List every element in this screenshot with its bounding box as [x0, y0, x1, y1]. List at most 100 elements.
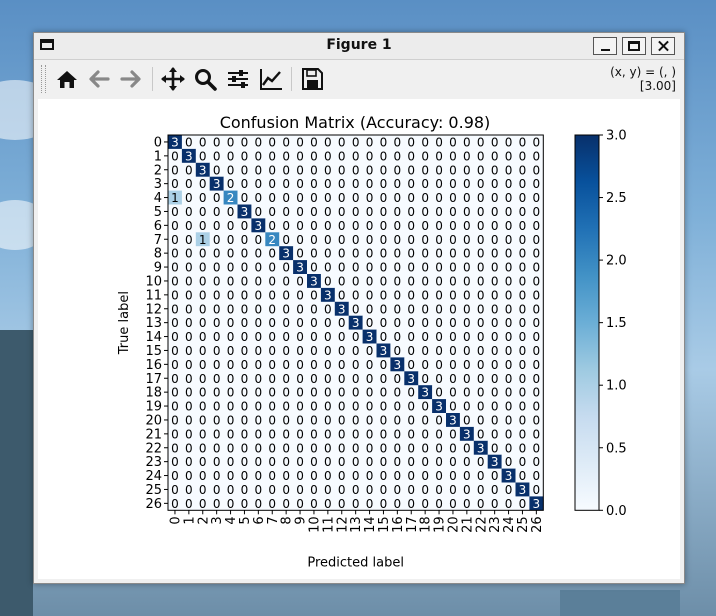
heatmap-cell	[459, 496, 475, 511]
heatmap-cell	[362, 246, 377, 261]
heatmap-cell-label: 0	[533, 455, 541, 469]
heatmap-cell-label: 0	[463, 358, 471, 372]
heatmap-cell-label: 0	[533, 163, 541, 177]
heatmap-cell	[529, 135, 544, 150]
heatmap-cell-label: 0	[463, 455, 471, 469]
heatmap-cell	[223, 454, 238, 469]
heatmap-cell-label: 0	[199, 427, 207, 441]
colorbar	[574, 134, 600, 511]
heatmap-cell-label: 0	[227, 483, 235, 497]
configure-subplots-button[interactable]	[224, 65, 252, 93]
heatmap-cell	[529, 148, 544, 164]
heatmap-cell-label: 0	[477, 358, 485, 372]
heatmap-cell-label: 0	[199, 219, 207, 233]
heatmap-cell	[529, 246, 544, 261]
y-tick-label: 23	[145, 455, 162, 470]
heatmap-cell-label: 0	[213, 372, 221, 386]
heatmap-cell-label: 0	[241, 177, 249, 191]
heatmap-cell-label: 0	[519, 233, 527, 247]
toolbar-grip[interactable]	[41, 65, 46, 93]
heatmap-cell	[446, 162, 461, 177]
heatmap-cell-label: 0	[463, 163, 471, 177]
heatmap-cell	[209, 496, 224, 511]
heatmap-cell	[390, 329, 405, 344]
heatmap-cell-label: 0	[241, 219, 249, 233]
heatmap-cell-label: 0	[449, 177, 457, 191]
heatmap-cell-label: 0	[477, 330, 485, 344]
heatmap-cell-label: 0	[533, 386, 541, 400]
zoom-icon	[195, 69, 217, 91]
heatmap-cell	[251, 315, 266, 330]
heatmap-cell	[279, 357, 294, 372]
heatmap-cell	[251, 162, 266, 177]
heatmap-cell	[473, 440, 488, 455]
heatmap-cell-label: 0	[268, 413, 276, 427]
pan-button[interactable]	[159, 65, 187, 93]
heatmap-cell-label: 0	[296, 149, 304, 163]
heatmap-cell	[459, 190, 475, 205]
heatmap-cell-label: 3	[519, 483, 527, 497]
heatmap-cell-label: 3	[449, 413, 457, 427]
title-bar[interactable]: Figure 1	[34, 33, 684, 60]
heatmap-cell	[529, 287, 544, 303]
heatmap-cell	[293, 329, 308, 344]
heatmap-cell-label: 0	[310, 483, 318, 497]
close-button[interactable]	[651, 37, 675, 55]
heatmap-cell-label: 0	[296, 497, 304, 511]
heatmap-cell-label: 0	[477, 191, 485, 205]
zoom-button[interactable]	[191, 65, 219, 93]
heatmap-cell-label: 0	[380, 386, 388, 400]
heatmap-cell-label: 0	[199, 497, 207, 511]
heatmap-cell	[237, 413, 252, 428]
heatmap-cell-label: 0	[324, 205, 332, 219]
heatmap-cell-label: 0	[227, 372, 235, 386]
heatmap-cell-label: 0	[255, 191, 263, 205]
heatmap-cell	[348, 329, 363, 344]
heatmap-cell	[362, 357, 377, 372]
heatmap-cell	[279, 440, 294, 455]
heatmap-cell-label: 0	[213, 483, 221, 497]
minimize-button[interactable]	[593, 37, 617, 55]
heatmap-cell	[334, 371, 349, 386]
heatmap-cell-label: 0	[241, 191, 249, 205]
heatmap-cell	[529, 482, 544, 497]
heatmap-cell	[376, 135, 391, 150]
heatmap-cell	[529, 260, 544, 275]
heatmap-cell-label: 0	[463, 191, 471, 205]
heatmap-cell-label: 0	[296, 316, 304, 330]
maximize-button[interactable]	[622, 37, 646, 55]
heatmap-cell-label: 0	[227, 177, 235, 191]
forward-button[interactable]	[117, 65, 145, 93]
home-button[interactable]	[53, 65, 81, 93]
heatmap-cell	[251, 190, 266, 205]
heatmap-cell	[529, 371, 544, 386]
heatmap-cell-label: 0	[394, 330, 402, 344]
heatmap-cell-label: 1	[199, 233, 207, 247]
heatmap-cell-label: 0	[380, 358, 388, 372]
heatmap-cell-label: 0	[185, 233, 193, 247]
edit-axis-button[interactable]	[257, 65, 285, 93]
heatmap-cell	[529, 162, 544, 177]
heatmap-cell	[168, 357, 183, 372]
heatmap-cell-label: 0	[421, 177, 429, 191]
heatmap-cell-label: 0	[255, 427, 263, 441]
heatmap-cell	[181, 468, 197, 483]
heatmap-cell-label: 0	[463, 316, 471, 330]
heatmap-cell-label: 0	[185, 247, 193, 261]
heatmap-cell	[181, 357, 197, 372]
heatmap-cell	[293, 399, 308, 414]
heatmap-cell-label: 0	[268, 330, 276, 344]
heatmap-cell	[390, 301, 405, 316]
heatmap-cell-label: 0	[310, 247, 318, 261]
back-button[interactable]	[85, 65, 113, 93]
heatmap-cell-label: 0	[310, 497, 318, 511]
heatmap-cell-label: 0	[449, 316, 457, 330]
heatmap-cell	[348, 399, 363, 414]
heatmap-cell-label: 0	[324, 261, 332, 275]
heatmap-cell-label: 0	[491, 344, 499, 358]
heatmap-cell	[459, 260, 475, 275]
save-button[interactable]	[298, 65, 326, 93]
heatmap-cell-label: 0	[213, 163, 221, 177]
heatmap-cell	[529, 357, 544, 372]
